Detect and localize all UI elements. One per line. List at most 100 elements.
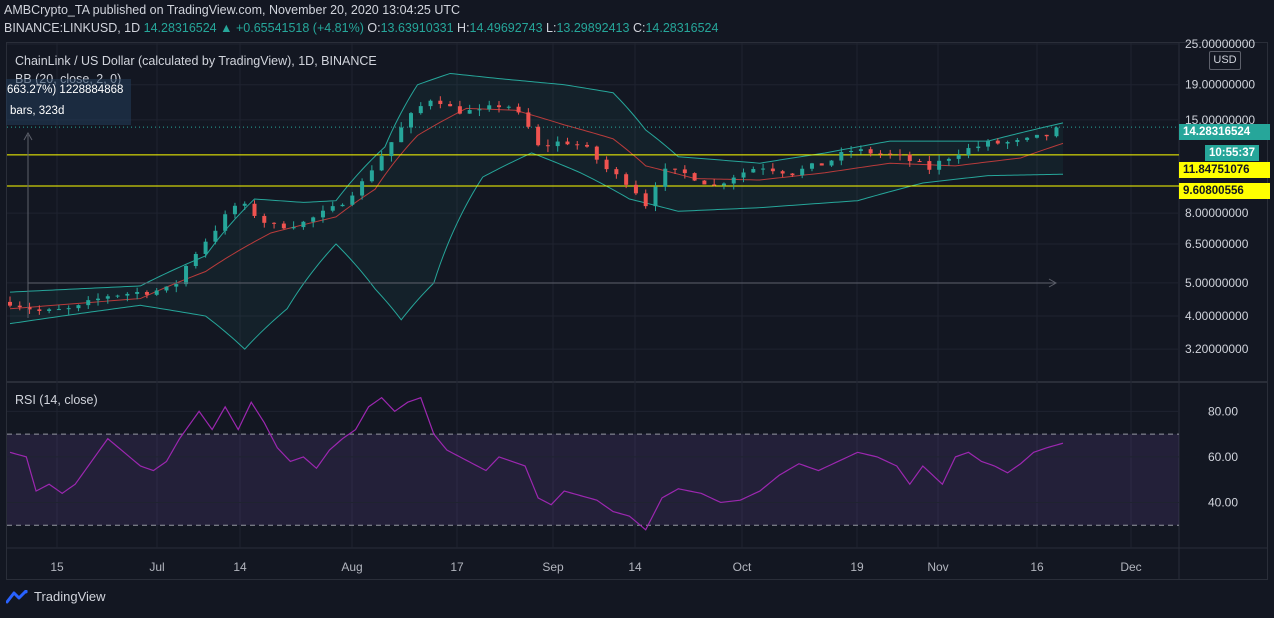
candle-body <box>1025 137 1030 140</box>
candle-body <box>184 265 189 285</box>
candle-body <box>96 298 101 301</box>
candle-body <box>1005 142 1010 144</box>
candle-body <box>389 142 394 157</box>
candle-body <box>555 141 560 147</box>
candle-body <box>604 159 609 170</box>
candle-body <box>673 168 678 170</box>
candle-body <box>467 110 472 114</box>
candle-body <box>154 290 159 295</box>
candle-body <box>252 203 257 216</box>
candle-body <box>320 210 325 218</box>
candle-body <box>174 284 179 287</box>
time-tick-label: 19 <box>850 560 864 574</box>
candle-body <box>232 205 237 215</box>
candle-body <box>692 173 697 181</box>
time-tick-label: Sep <box>542 560 564 574</box>
candle-body <box>966 148 971 155</box>
price-tick-label: 19.00000000 <box>1185 78 1255 92</box>
candle-body <box>506 106 511 108</box>
candle-body <box>369 170 374 182</box>
candle-body <box>995 140 1000 144</box>
candle-body <box>927 161 932 170</box>
candle-body <box>125 293 130 296</box>
candle-body <box>897 154 902 156</box>
publisher-line: AMBCrypto_TA published on TradingView.co… <box>4 3 461 17</box>
candle-body <box>76 305 81 309</box>
candle-body <box>868 149 873 154</box>
candle-body <box>682 169 687 174</box>
tradingview-logo-icon <box>6 589 28 603</box>
high-value: 14.49692743 <box>469 21 543 35</box>
candle-body <box>193 253 198 266</box>
time-tick-label: 15 <box>50 560 64 574</box>
candle-body <box>418 106 423 114</box>
candle-body <box>242 203 247 206</box>
candle-body <box>350 195 355 205</box>
candle-body <box>878 153 883 155</box>
countdown-tag: 10:55:37 <box>1205 145 1260 161</box>
candle-body <box>135 292 140 294</box>
level-tag-lower: 9.60800556 <box>1179 183 1270 199</box>
candle-body <box>1015 139 1020 143</box>
candle-body <box>330 206 335 211</box>
candle-body <box>643 193 648 207</box>
candle-body <box>438 100 443 105</box>
candle-body <box>56 309 61 311</box>
candle-body <box>575 144 580 146</box>
candle-body <box>800 168 805 176</box>
candle-body <box>712 184 717 186</box>
candle-body <box>702 180 707 185</box>
candle-body <box>770 168 775 172</box>
price-tick-label: 15.00000000 <box>1185 113 1255 127</box>
candle-body <box>379 156 384 171</box>
currency-button[interactable]: USD <box>1209 51 1241 70</box>
level-tag-upper: 11.84751076 <box>1179 162 1270 178</box>
price-tick-label: 3.20000000 <box>1185 342 1249 356</box>
candle-body <box>976 146 981 149</box>
candle-body <box>360 181 365 196</box>
candle-body <box>594 146 599 160</box>
price-tick-label: 8.00000000 <box>1185 206 1249 220</box>
candle-body <box>272 222 277 224</box>
candle-body <box>408 113 413 128</box>
candle-body <box>839 152 844 161</box>
tradingview-logo[interactable]: TradingView <box>6 589 106 604</box>
price-tick-label: 5.00000000 <box>1185 276 1249 290</box>
chart-title: ChainLink / US Dollar (calculated by Tra… <box>15 54 377 68</box>
candle-body <box>956 154 961 159</box>
candle-body <box>262 215 267 223</box>
time-tick-label: Nov <box>927 560 948 574</box>
candle-body <box>105 296 110 299</box>
time-tick-label: Aug <box>341 560 362 574</box>
measure-arrowhead-up <box>23 131 33 141</box>
open-value: 13.63910331 <box>380 21 454 35</box>
candle-body <box>203 241 208 254</box>
close-label: C: <box>632 21 646 35</box>
candle-body <box>477 109 482 111</box>
low-label: L: <box>546 21 557 35</box>
close-value: 14.28316524 <box>645 21 719 35</box>
bb-upper-line <box>9 72 1064 293</box>
measure-line-2: bars, 323d <box>10 105 65 117</box>
candle-body <box>281 223 286 229</box>
candle-body <box>721 183 726 186</box>
candle-body <box>1044 134 1049 137</box>
candle-body <box>751 169 756 173</box>
candle-body <box>907 154 912 162</box>
symbol-label: BINANCE:LINKUSD, 1D <box>4 21 141 35</box>
bb-fill <box>10 73 1063 350</box>
change-value: +0.65541518 (+4.81%) <box>235 21 364 35</box>
chart-frame <box>6 42 1268 580</box>
candle-body <box>741 172 746 178</box>
candle-body <box>399 127 404 143</box>
candle-body <box>858 149 863 151</box>
price-tick-label: 6.50000000 <box>1185 237 1249 251</box>
candle-body <box>809 163 814 169</box>
time-tick-label: Dec <box>1120 560 1141 574</box>
time-tick-label: Oct <box>733 560 752 574</box>
candle-body <box>115 295 120 297</box>
measure-tooltip <box>6 79 131 125</box>
candle-body <box>888 153 893 155</box>
candle-body <box>731 177 736 184</box>
